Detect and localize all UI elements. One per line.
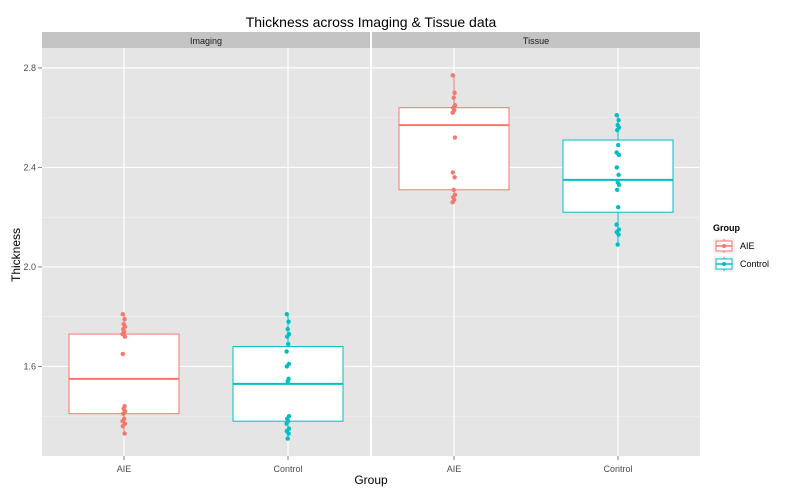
data-point <box>450 73 455 78</box>
x-tick-label: Control <box>603 464 632 474</box>
data-point <box>616 117 621 123</box>
facet-strip <box>372 32 700 48</box>
data-point <box>614 222 619 227</box>
chart-title: Thickness across Imaging & Tissue data <box>246 14 497 30</box>
facet-panel-imaging: Imaging AIE Control <box>42 32 370 474</box>
y-axis: 1.6 2.0 2.4 2.8 <box>23 63 42 371</box>
data-point <box>285 326 290 332</box>
data-point <box>451 187 456 193</box>
data-point <box>285 334 290 339</box>
legend-label: AIE <box>740 241 755 251</box>
data-point <box>122 334 128 339</box>
data-point <box>285 436 290 441</box>
x-tick-label: AIE <box>447 464 462 474</box>
legend-label: Control <box>740 259 769 269</box>
data-point <box>284 364 289 369</box>
legend-key-point <box>722 244 726 248</box>
x-axis-title: Group <box>354 473 388 487</box>
y-tick-label: 2.8 <box>23 63 36 73</box>
data-point <box>122 316 127 322</box>
data-point <box>451 95 456 100</box>
box-tissue-aie <box>398 73 510 205</box>
data-point <box>286 319 291 324</box>
data-point <box>286 341 291 347</box>
data-point <box>450 170 455 175</box>
data-point <box>286 431 291 436</box>
data-point <box>615 187 620 193</box>
data-point <box>615 127 620 133</box>
facet-strip-label: Tissue <box>523 36 549 46</box>
data-point <box>450 110 455 115</box>
facet-panels: Imaging AIE Control Tissue AIE Control 1.6 2.0 2… <box>23 32 700 474</box>
y-tick-label: 2.4 <box>23 162 36 172</box>
box-tissue-control <box>562 112 674 247</box>
legend-entry-control: Control <box>712 255 769 273</box>
data-point <box>120 423 126 429</box>
data-point <box>614 112 619 118</box>
data-point <box>122 431 127 436</box>
data-point <box>616 142 621 148</box>
data-point <box>285 379 290 384</box>
y-tick-label: 2.0 <box>23 262 36 272</box>
data-point <box>616 152 622 158</box>
data-point <box>452 135 458 140</box>
data-point <box>452 90 457 95</box>
data-point <box>616 182 622 188</box>
data-point <box>284 311 289 317</box>
box-imaging-control <box>232 311 344 441</box>
data-point <box>284 421 289 426</box>
data-point <box>616 205 621 210</box>
y-axis-title: Thickness <box>9 228 23 282</box>
legend-title: Group <box>713 223 740 233</box>
data-point <box>615 242 620 247</box>
box-imaging-aie <box>68 311 180 436</box>
facet-strip <box>42 32 370 48</box>
box-iqr <box>68 333 180 415</box>
facet-strip-label: Imaging <box>190 36 222 46</box>
data-point <box>120 311 126 317</box>
data-point <box>616 232 621 237</box>
legend-entry-aie: AIE <box>712 237 755 255</box>
data-point <box>120 351 126 357</box>
x-tick-label: Control <box>273 464 302 474</box>
data-point <box>121 411 126 416</box>
y-tick-label: 1.6 <box>23 361 36 371</box>
data-point <box>452 175 457 180</box>
legend: Group AIE Control <box>712 223 769 273</box>
data-point <box>616 172 621 178</box>
facet-panel-tissue: Tissue AIE Control <box>372 32 700 474</box>
data-point <box>450 200 455 205</box>
legend-key-point <box>722 262 726 266</box>
data-point <box>614 165 619 170</box>
data-point <box>284 349 289 354</box>
x-tick-label: AIE <box>117 464 132 474</box>
